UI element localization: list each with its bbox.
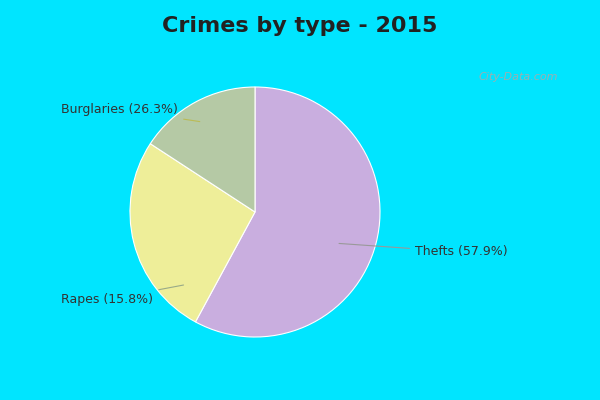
Wedge shape xyxy=(130,144,255,322)
Text: Burglaries (26.3%): Burglaries (26.3%) xyxy=(61,103,200,122)
Text: City-Data.com: City-Data.com xyxy=(479,72,558,82)
Text: Thefts (57.9%): Thefts (57.9%) xyxy=(339,244,508,258)
Wedge shape xyxy=(151,87,255,212)
Wedge shape xyxy=(196,87,380,337)
Text: Rapes (15.8%): Rapes (15.8%) xyxy=(61,285,184,306)
Text: Crimes by type - 2015: Crimes by type - 2015 xyxy=(163,16,437,36)
